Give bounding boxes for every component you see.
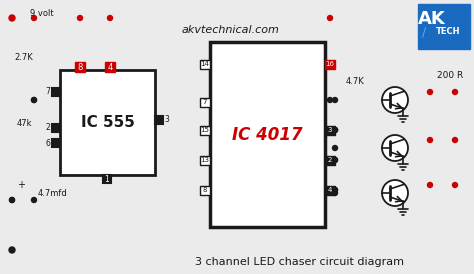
Circle shape [31, 98, 36, 102]
Circle shape [328, 98, 332, 102]
Circle shape [78, 16, 82, 21]
Bar [52, 139, 60, 147]
Bar [103, 175, 111, 183]
Text: akvtechnical.com: akvtechnical.com [181, 25, 279, 35]
Circle shape [108, 16, 112, 21]
Circle shape [428, 182, 432, 187]
Bar [200, 126, 210, 135]
Circle shape [9, 198, 15, 202]
Circle shape [382, 87, 408, 113]
Bar [210, 42, 325, 227]
Circle shape [31, 98, 36, 102]
Circle shape [332, 127, 337, 133]
Circle shape [332, 187, 337, 193]
Bar [418, 4, 470, 49]
Text: 8: 8 [77, 62, 82, 72]
Text: 7: 7 [45, 87, 50, 96]
Circle shape [31, 16, 36, 21]
Circle shape [332, 127, 337, 133]
Circle shape [382, 135, 408, 161]
Bar [325, 156, 335, 165]
Circle shape [428, 138, 432, 142]
Circle shape [428, 90, 432, 95]
Text: 3: 3 [328, 127, 332, 133]
Bar [200, 98, 210, 107]
Text: /: / [422, 25, 426, 39]
Text: AK: AK [418, 10, 446, 28]
Text: 47k: 47k [16, 119, 32, 129]
Circle shape [332, 187, 337, 193]
Circle shape [453, 138, 457, 142]
Text: +: + [17, 180, 25, 190]
Circle shape [9, 15, 15, 21]
Text: 15: 15 [201, 127, 210, 133]
Bar [52, 88, 60, 96]
Text: 3 channel LED chaser circuit diagram: 3 channel LED chaser circuit diagram [195, 257, 404, 267]
Circle shape [382, 180, 408, 206]
Text: 2: 2 [45, 124, 50, 133]
Text: 2: 2 [328, 158, 332, 164]
Text: 200 R: 200 R [437, 70, 463, 79]
Circle shape [332, 98, 337, 102]
Text: 7: 7 [203, 99, 207, 105]
Bar [52, 124, 60, 132]
Text: 13: 13 [201, 158, 210, 164]
Text: 2.7K: 2.7K [15, 53, 33, 61]
Text: IC 4017: IC 4017 [232, 125, 303, 144]
Text: 9 volt: 9 volt [30, 10, 54, 19]
Bar [325, 186, 335, 195]
Circle shape [453, 182, 457, 187]
Text: 4: 4 [108, 62, 113, 72]
Text: 1: 1 [105, 175, 109, 184]
Circle shape [453, 90, 457, 95]
Text: 6: 6 [45, 138, 50, 147]
Circle shape [332, 127, 337, 133]
Circle shape [332, 158, 337, 162]
Circle shape [9, 247, 15, 253]
Bar [200, 156, 210, 165]
Bar [325, 60, 335, 69]
Text: 14: 14 [201, 61, 210, 67]
Circle shape [332, 190, 337, 196]
Circle shape [31, 198, 36, 202]
Bar [60, 70, 155, 175]
Bar [325, 126, 335, 135]
Bar [75, 62, 85, 72]
Bar [200, 60, 210, 69]
Circle shape [328, 16, 332, 21]
Bar [155, 116, 163, 124]
Bar [200, 186, 210, 195]
Text: 4.7K: 4.7K [346, 78, 365, 87]
Text: IC 555: IC 555 [81, 115, 135, 130]
Text: 16: 16 [326, 61, 335, 67]
Circle shape [9, 198, 15, 202]
Circle shape [332, 145, 337, 150]
Text: TECH: TECH [436, 27, 460, 36]
Text: 3: 3 [164, 116, 169, 124]
Text: 8: 8 [203, 187, 207, 193]
Text: 4.7mfd: 4.7mfd [37, 189, 67, 198]
Circle shape [332, 158, 337, 162]
Text: 4: 4 [328, 187, 332, 193]
Bar [105, 62, 115, 72]
